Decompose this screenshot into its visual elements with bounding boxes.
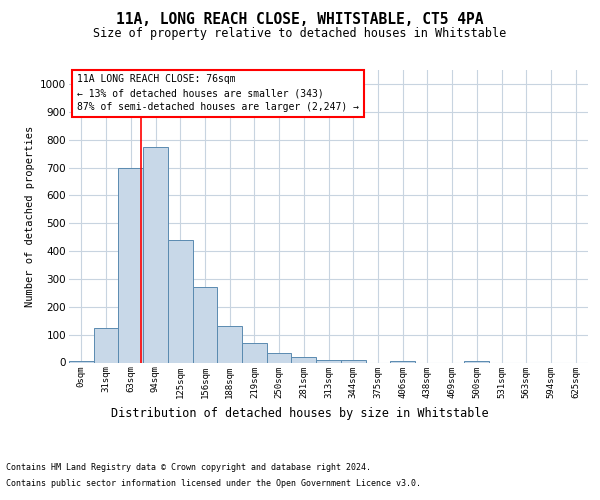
Bar: [267, 353, 292, 362]
Bar: [390, 361, 415, 362]
Text: 11A LONG REACH CLOSE: 76sqm
← 13% of detached houses are smaller (343)
87% of se: 11A LONG REACH CLOSE: 76sqm ← 13% of det…: [77, 74, 359, 112]
Bar: [464, 361, 489, 362]
Bar: [292, 357, 316, 362]
Bar: [143, 146, 168, 362]
Text: Size of property relative to detached houses in Whitstable: Size of property relative to detached ho…: [94, 28, 506, 40]
Bar: [69, 361, 94, 362]
Bar: [118, 168, 143, 362]
Text: Contains public sector information licensed under the Open Government Licence v3: Contains public sector information licen…: [6, 479, 421, 488]
Bar: [193, 288, 217, 362]
Y-axis label: Number of detached properties: Number of detached properties: [25, 126, 35, 307]
Bar: [242, 343, 267, 362]
Bar: [217, 326, 242, 362]
Text: Contains HM Land Registry data © Crown copyright and database right 2024.: Contains HM Land Registry data © Crown c…: [6, 462, 371, 471]
Bar: [168, 240, 193, 362]
Text: 11A, LONG REACH CLOSE, WHITSTABLE, CT5 4PA: 11A, LONG REACH CLOSE, WHITSTABLE, CT5 4…: [116, 12, 484, 28]
Bar: [316, 360, 341, 362]
Bar: [341, 360, 365, 362]
Bar: [94, 328, 118, 362]
Text: Distribution of detached houses by size in Whitstable: Distribution of detached houses by size …: [111, 408, 489, 420]
